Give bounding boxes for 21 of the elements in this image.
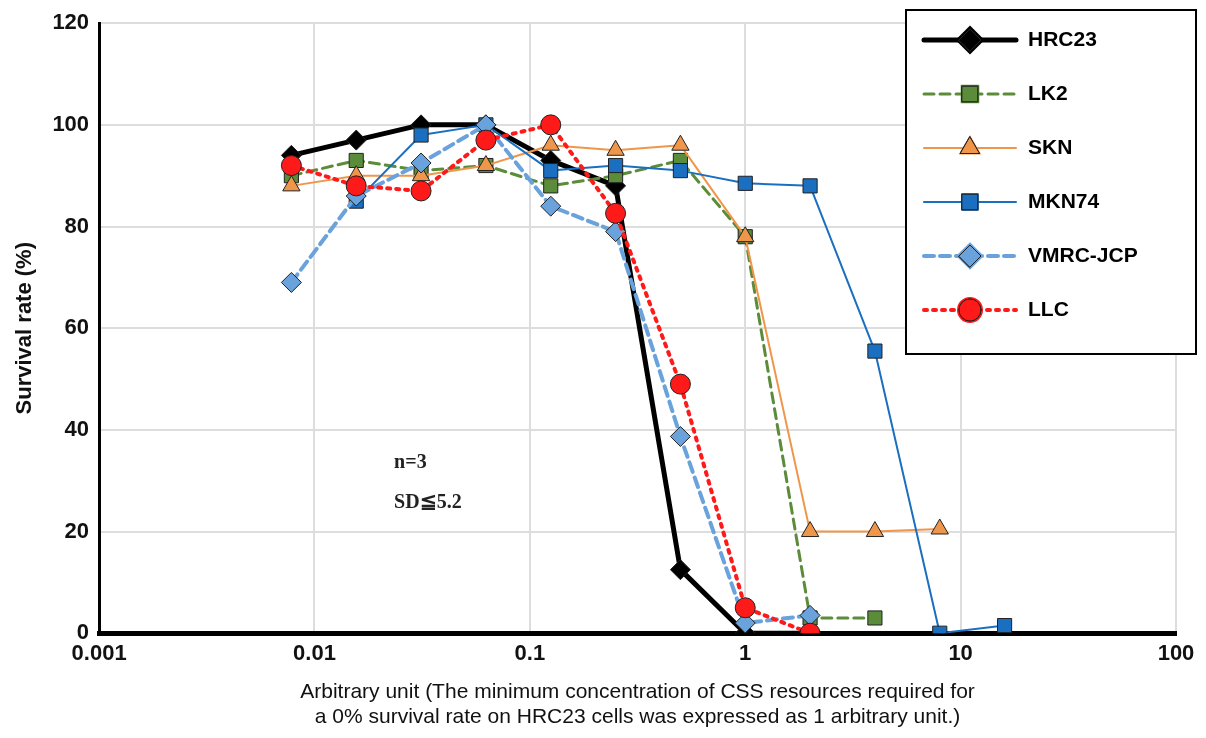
legend-label: LK2	[1028, 80, 1068, 104]
legend-label: VMRC-JCP	[1028, 242, 1138, 266]
y-tick-label: 100	[52, 110, 90, 136]
y-tick-label: 20	[64, 517, 90, 543]
legend-label: MKN74	[1028, 188, 1100, 212]
x-axis-title: Arbitrary unit (The minimum concentration of CSS resources required for a 0% survival rate on HRC23 cells was expressed as 1 arbitrary unit.)	[300, 679, 975, 728]
x-tick-label: 10	[948, 640, 973, 666]
annotation: n=3	[394, 450, 427, 473]
legend-label: SKN	[1028, 134, 1073, 158]
y-tick-label: 60	[64, 314, 90, 340]
x-tick-label: 100	[1157, 640, 1195, 666]
annotation: SD≦5.2	[394, 490, 462, 513]
y-tick-label: 120	[52, 9, 90, 35]
y-tick-label: 80	[64, 212, 90, 238]
y-axis-title: Survival rate (%)	[11, 242, 37, 415]
y-tick-label: 40	[64, 415, 90, 441]
x-tick-label: 0.1	[514, 640, 546, 666]
x-tick-label: 0.01	[293, 640, 336, 666]
legend-label: LLC	[1028, 296, 1069, 320]
legend-label: HRC23	[1028, 26, 1097, 50]
x-tick-label: 1	[739, 640, 752, 666]
